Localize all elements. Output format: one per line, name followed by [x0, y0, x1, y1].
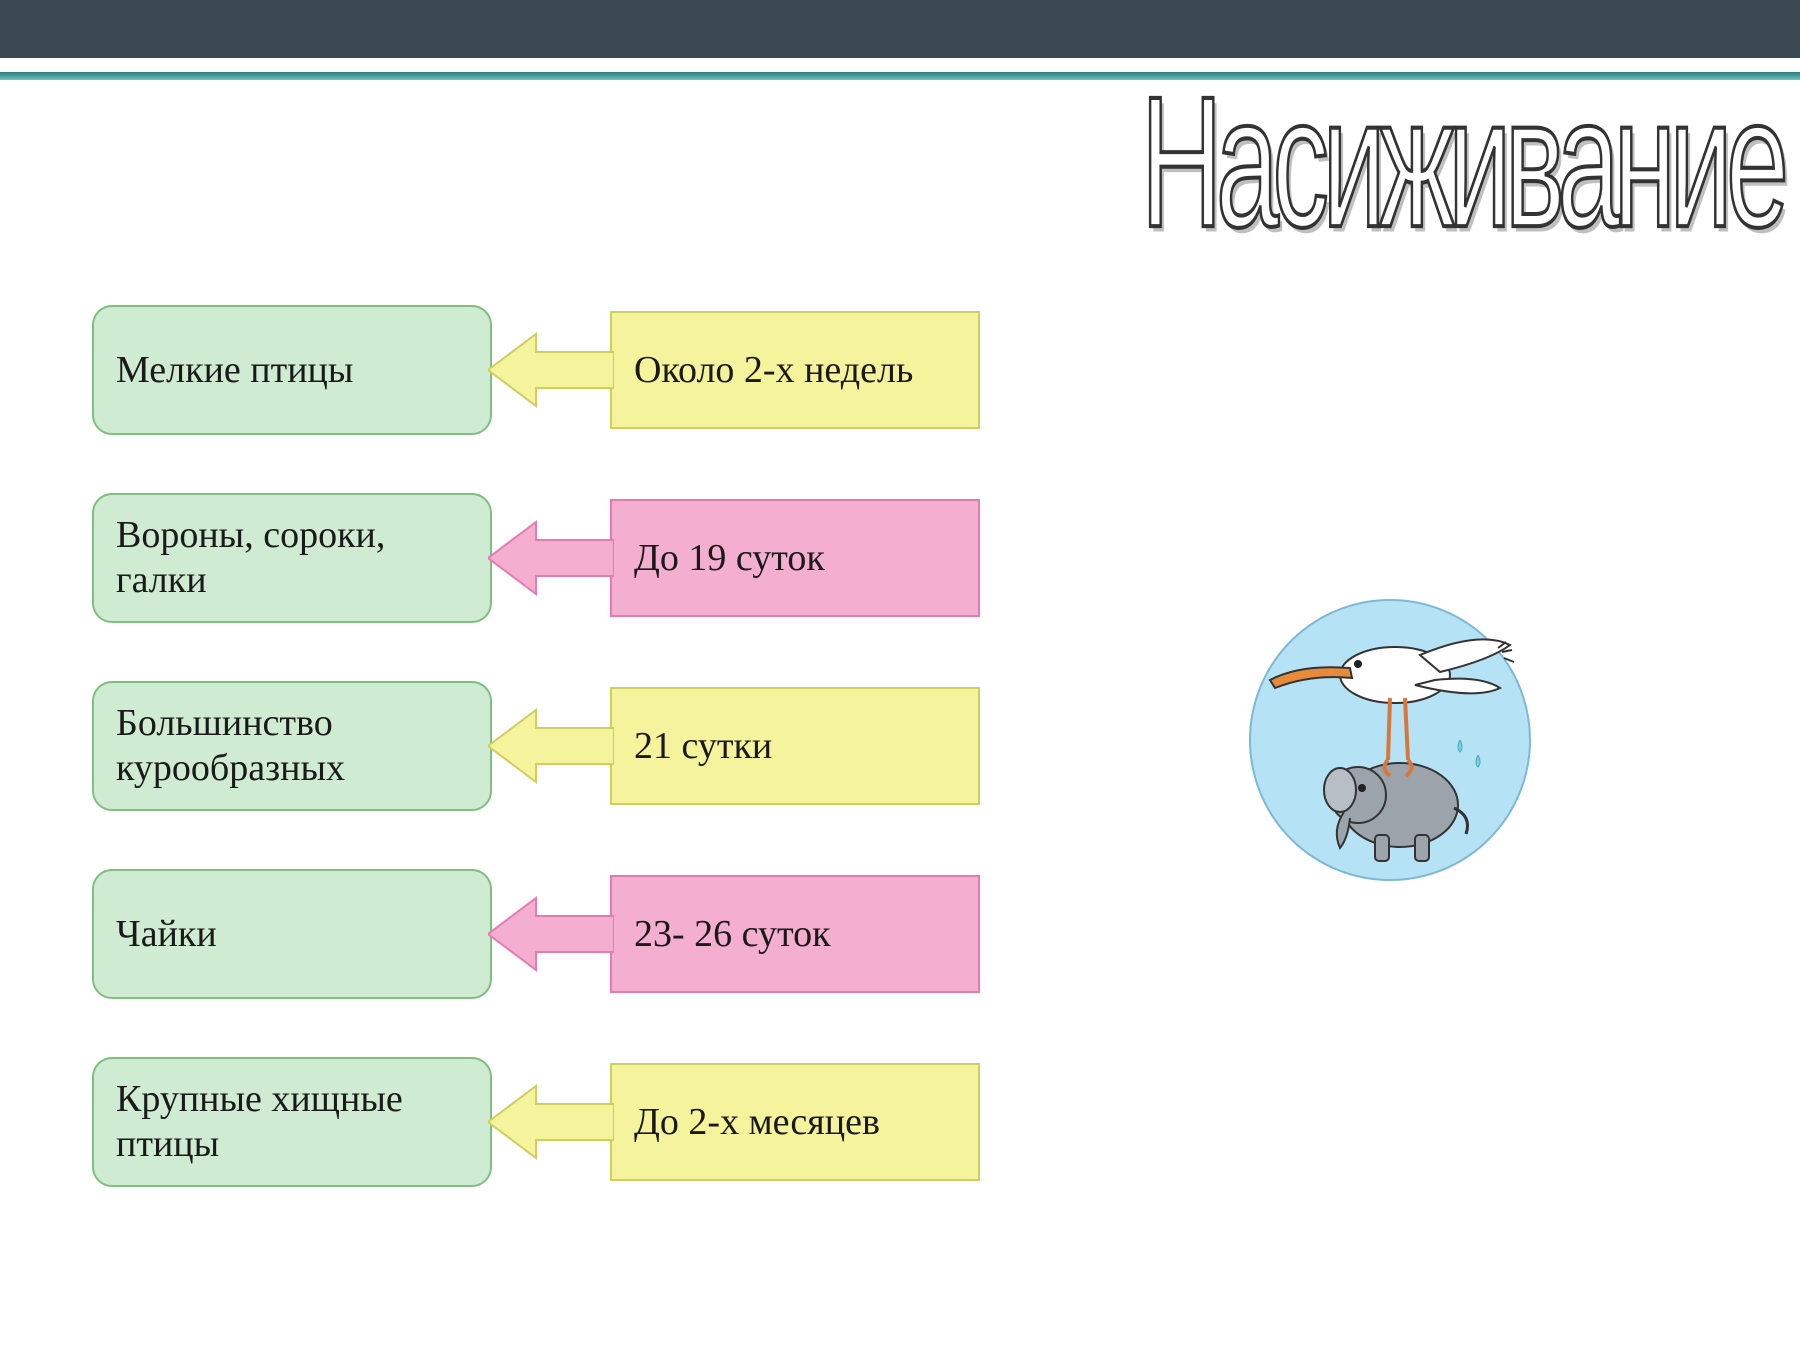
- arrow-icon: [488, 894, 614, 974]
- row-small-birds: Мелкие птицы Около 2-х недель: [92, 305, 980, 435]
- page-title: Насиживание: [1140, 56, 1782, 271]
- duration-box: До 19 суток: [610, 499, 980, 617]
- incubation-rows: Мелкие птицы Около 2-х недель Вороны, со…: [92, 305, 980, 1245]
- row-galliformes: Большинство курообразных 21 сутки: [92, 681, 980, 811]
- arrow-icon: [488, 1082, 614, 1162]
- row-raptors: Крупные хищные птицы До 2-х месяцев: [92, 1057, 980, 1187]
- duration-box: Около 2-х недель: [610, 311, 980, 429]
- row-crows: Вороны, сороки, галки До 19 суток: [92, 493, 980, 623]
- row-gulls: Чайки 23- 26 суток: [92, 869, 980, 999]
- header-bar: [0, 0, 1800, 58]
- duration-box: До 2-х месяцев: [610, 1063, 980, 1181]
- bird-type-box: Чайки: [92, 869, 492, 999]
- bird-type-box: Крупные хищные птицы: [92, 1057, 492, 1187]
- bird-type-box: Мелкие птицы: [92, 305, 492, 435]
- duration-box: 23- 26 суток: [610, 875, 980, 993]
- duration-box: 21 сутки: [610, 687, 980, 805]
- bird-type-box: Вороны, сороки, галки: [92, 493, 492, 623]
- arrow-icon: [488, 706, 614, 786]
- arrow-icon: [488, 518, 614, 598]
- stork-elephant-clipart: [1240, 590, 1540, 890]
- bird-type-box: Большинство курообразных: [92, 681, 492, 811]
- arrow-icon: [488, 330, 614, 410]
